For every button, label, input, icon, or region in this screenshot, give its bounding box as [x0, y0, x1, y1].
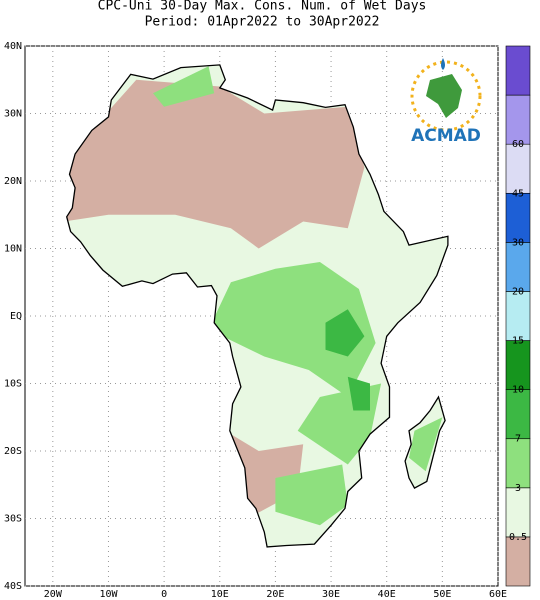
colorbar-label: 15 [512, 336, 524, 347]
colorbar-swatch [505, 192, 531, 243]
colorbar-label: 3 [515, 483, 521, 494]
rain-patch [66, 79, 365, 249]
lon-label: 10E [211, 589, 229, 600]
lat-label: 10S [4, 379, 22, 390]
colorbar-swatch [505, 291, 531, 341]
colorbar-label: 20 [512, 286, 524, 297]
colorbar-swatch [505, 94, 531, 145]
lat-label: 40N [4, 41, 22, 52]
colorbar-label: 30 [512, 237, 524, 248]
logo-text: ACMAD [411, 126, 481, 146]
colorbar-swatch [505, 487, 531, 538]
colorbar-label: 0.5 [509, 532, 527, 543]
lon-label: 0 [161, 589, 167, 600]
colorbar-label: 45 [512, 188, 524, 199]
lon-label: 40E [378, 589, 396, 600]
lat-label: EQ [10, 311, 22, 322]
lat-label: 20S [4, 446, 22, 457]
rain-patch [347, 376, 370, 411]
logo: ACMAD [410, 58, 482, 146]
colorbar-swatch [505, 389, 531, 440]
colorbar-label: 10 [512, 385, 524, 396]
subtitle: Period: 01Apr2022 to 30Apr2022 [145, 15, 380, 30]
rain-patch [325, 309, 365, 357]
colorbar-swatch [505, 242, 531, 292]
lat-label: 10N [4, 244, 22, 255]
lat-label: 30N [4, 109, 22, 120]
lat-label: 40S [4, 581, 22, 592]
title: CPC-Uni 30-Day Max. Cons. Num. of Wet Da… [98, 0, 427, 14]
colorbar-swatch [505, 340, 531, 390]
rain-patch [153, 66, 215, 107]
rain-patch [208, 262, 376, 397]
lon-label: 10W [99, 589, 118, 600]
lon-label: 20E [266, 589, 284, 600]
lon-label: 30E [322, 589, 340, 600]
colorbar-swatch [505, 438, 531, 489]
colorbar-swatch [505, 45, 531, 96]
lon-label: 60E [489, 589, 507, 600]
lon-label: 20W [44, 589, 63, 600]
colorbar-label: 7 [515, 434, 521, 445]
colorbar-label: 60 [512, 139, 524, 150]
colorbar [505, 45, 531, 587]
rain-patch [275, 464, 348, 526]
lat-label: 30S [4, 514, 22, 525]
lon-label: 50E [433, 589, 451, 600]
coastline [65, 64, 449, 548]
colorbar-swatch [505, 536, 531, 587]
lat-label: 20N [4, 176, 22, 187]
rain-patch [409, 417, 443, 472]
colorbar-swatch [505, 143, 531, 194]
